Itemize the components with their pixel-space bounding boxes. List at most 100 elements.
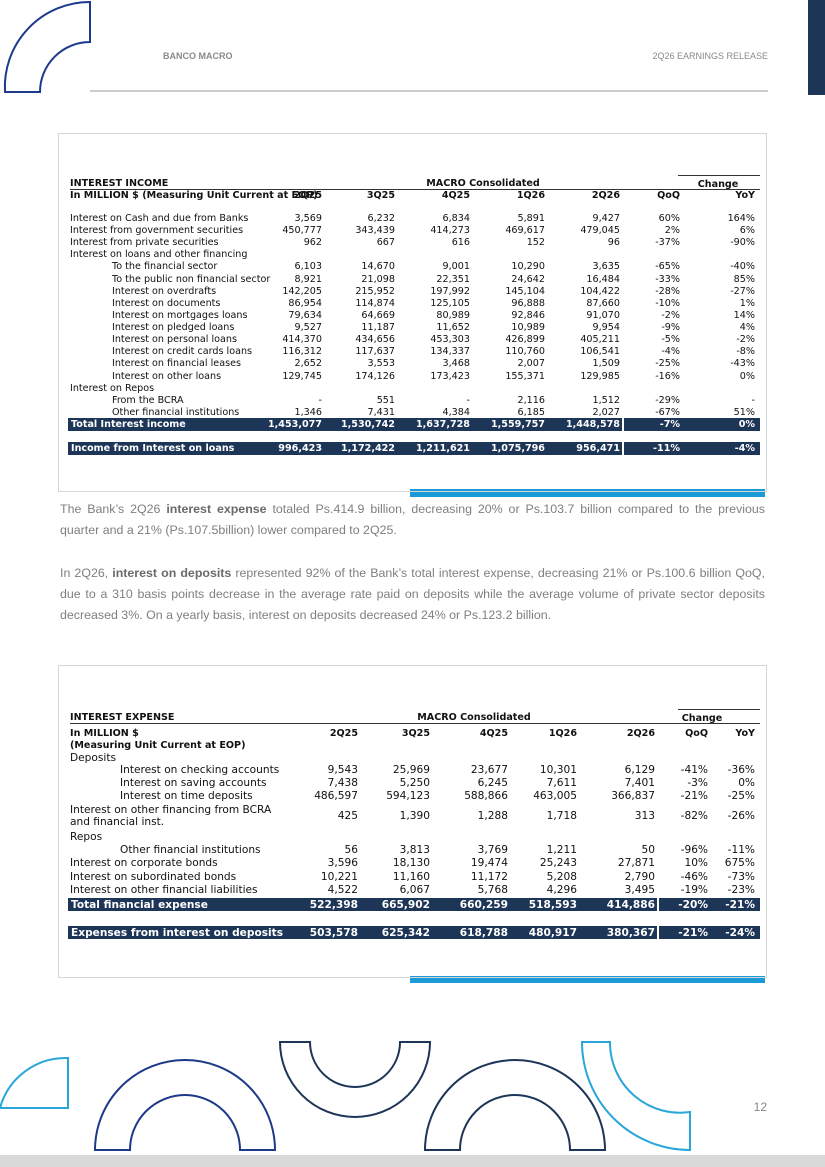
column-header: 4Q25 bbox=[441, 190, 470, 201]
cell: 434,656 bbox=[355, 334, 395, 345]
cell: -27% bbox=[730, 286, 755, 297]
cell: -21% bbox=[725, 899, 755, 911]
cell: 142,205 bbox=[282, 286, 322, 297]
cell: 11,187 bbox=[361, 322, 395, 333]
cell: 10,290 bbox=[511, 261, 545, 272]
cell: 60% bbox=[658, 213, 680, 224]
cell: -25% bbox=[655, 358, 680, 369]
cell: 25,969 bbox=[392, 764, 430, 776]
cell: 129,985 bbox=[580, 371, 620, 382]
column-header: 2Q25 bbox=[293, 190, 322, 201]
cell: 24,642 bbox=[511, 274, 545, 285]
total-band bbox=[68, 898, 657, 911]
row-label: Interest on credit cards loans bbox=[112, 346, 253, 357]
cell: 405,211 bbox=[580, 334, 620, 345]
cell: 588,866 bbox=[464, 790, 508, 802]
row-label: Interest on saving accounts bbox=[120, 777, 267, 789]
cell: -3% bbox=[687, 777, 708, 789]
cell: 665,902 bbox=[381, 899, 430, 911]
cell: 469,617 bbox=[505, 225, 545, 236]
cell: 174,126 bbox=[355, 371, 395, 382]
cell: 85% bbox=[733, 274, 755, 285]
cell: -29% bbox=[655, 395, 680, 406]
cell: 3,553 bbox=[367, 358, 395, 369]
cell: 8,921 bbox=[294, 274, 322, 285]
cell: 1% bbox=[739, 298, 755, 309]
row-label: Interest on subordinated bonds bbox=[70, 871, 237, 883]
cell: 6,103 bbox=[294, 261, 322, 272]
cell: 16,484 bbox=[586, 274, 620, 285]
header-label: In MILLION $ (Measuring Unit Current at … bbox=[70, 190, 318, 201]
cell: -11% bbox=[653, 443, 680, 454]
cell: 51% bbox=[733, 407, 755, 418]
cell: -65% bbox=[655, 261, 680, 272]
cell: 1,211 bbox=[546, 844, 577, 856]
cell: 0% bbox=[739, 371, 755, 382]
cell: 64,669 bbox=[361, 310, 395, 321]
release: 2Q26 EARNINGS RELEASE bbox=[652, 51, 768, 61]
total-band bbox=[659, 926, 760, 939]
text: interest expense bbox=[166, 502, 267, 516]
cell: - bbox=[318, 395, 322, 406]
cell: 486,597 bbox=[314, 790, 358, 802]
cell: -16% bbox=[655, 371, 680, 382]
cell: 425 bbox=[337, 810, 358, 822]
cell: 3,813 bbox=[399, 844, 430, 856]
cell: -90% bbox=[730, 237, 755, 248]
cell: 414,273 bbox=[430, 225, 470, 236]
cell: 6,129 bbox=[624, 764, 655, 776]
column-header: 3Q25 bbox=[366, 190, 395, 201]
header-label: In MILLION $ bbox=[70, 728, 139, 739]
cell: 116,312 bbox=[282, 346, 322, 357]
row-label: Interest on financial leases bbox=[112, 358, 241, 369]
cell: 480,917 bbox=[528, 927, 577, 939]
cell: 453,303 bbox=[430, 334, 470, 345]
change-header: Change bbox=[681, 713, 723, 724]
cell: 164% bbox=[727, 213, 755, 224]
row-label: Interest from private securities bbox=[70, 237, 219, 248]
cell: 2,007 bbox=[517, 358, 545, 369]
cell: 1,211,621 bbox=[415, 443, 470, 454]
cell: 313 bbox=[634, 810, 655, 822]
cell: 14% bbox=[733, 310, 755, 321]
cell: 660,259 bbox=[459, 899, 508, 911]
cell: 19,474 bbox=[470, 857, 508, 869]
cell: 675% bbox=[724, 857, 755, 869]
cell: 3,468 bbox=[442, 358, 470, 369]
cell: 2,790 bbox=[624, 871, 655, 883]
cell: 414,370 bbox=[282, 334, 322, 345]
cell: 3,769 bbox=[477, 844, 508, 856]
column-header: 2Q26 bbox=[591, 190, 620, 201]
row-label: Interest on documents bbox=[112, 298, 221, 309]
cell: 91,070 bbox=[586, 310, 620, 321]
cell: -36% bbox=[727, 764, 755, 776]
cell: -2% bbox=[661, 310, 680, 321]
cell: 104,422 bbox=[580, 286, 620, 297]
cell: 503,578 bbox=[309, 927, 358, 939]
cell: -40% bbox=[730, 261, 755, 272]
cell: 4,384 bbox=[442, 407, 470, 418]
cell: 56 bbox=[344, 844, 358, 856]
cell: 7,401 bbox=[624, 777, 655, 789]
column-header: 1Q26 bbox=[548, 728, 577, 739]
row-label: Interest on corporate bonds bbox=[70, 857, 218, 869]
cell: 3,596 bbox=[327, 857, 358, 869]
cell: -23% bbox=[727, 884, 755, 896]
column-header: QoQ bbox=[685, 728, 708, 739]
cell: 11,160 bbox=[392, 871, 430, 883]
cell: 1,075,796 bbox=[490, 443, 545, 454]
rule bbox=[678, 709, 760, 710]
cell: -82% bbox=[680, 810, 708, 822]
cell: 10,301 bbox=[539, 764, 577, 776]
total-band bbox=[659, 898, 760, 911]
cell: 22,351 bbox=[436, 274, 470, 285]
cell: 6,067 bbox=[399, 884, 430, 896]
cell: 1,346 bbox=[294, 407, 322, 418]
cell: 9,543 bbox=[327, 764, 358, 776]
cell: 145,104 bbox=[505, 286, 545, 297]
row-label: Interest on loans and other financing bbox=[70, 249, 248, 260]
cell: -24% bbox=[725, 927, 755, 939]
cell: 152 bbox=[526, 237, 545, 248]
row-label: Other financial institutions bbox=[120, 844, 261, 856]
paragraph: The Bank’s 2Q26 interest expense totaled… bbox=[60, 499, 765, 541]
